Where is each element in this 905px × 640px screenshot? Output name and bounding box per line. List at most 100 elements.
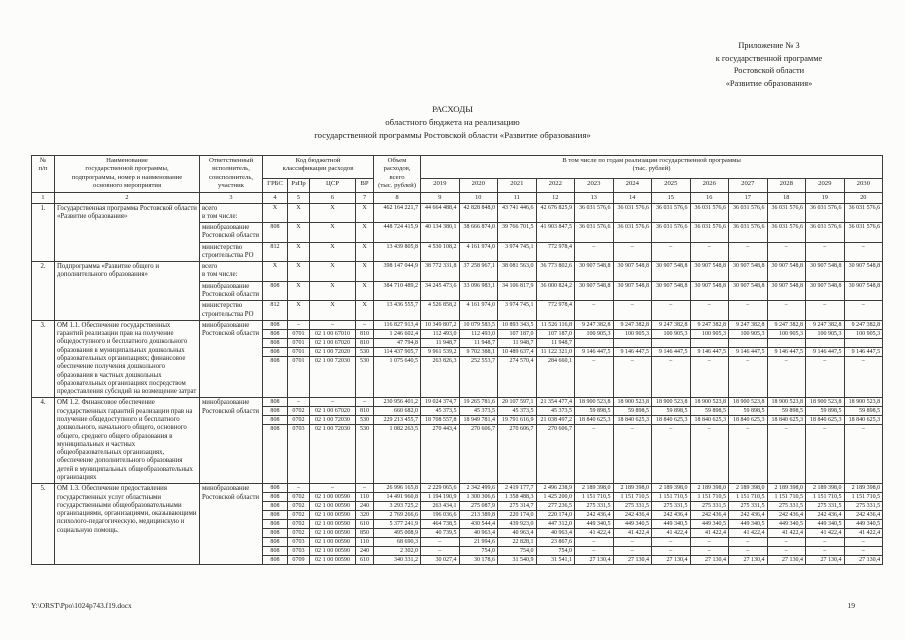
value-cell: – — [728, 300, 768, 321]
budget-code-cell: – — [354, 397, 375, 408]
value-cell: 2 342 499,6 — [458, 483, 499, 494]
executor-cell: минобразование Ростовской области — [199, 280, 263, 302]
budget-code-cell: 02 1 00 72020 — [309, 346, 356, 357]
value-cell: – — [574, 241, 614, 263]
column-number-cell: 7 — [354, 191, 375, 204]
value-cell: 59 898,5 — [805, 406, 845, 417]
budget-code-cell: 02 1 00 00590 — [309, 555, 356, 566]
budget-code-cell: 0703 — [287, 537, 310, 548]
value-cell: – — [574, 537, 614, 548]
value-cell: – — [766, 537, 807, 548]
value-cell: 449 340,5 — [766, 519, 807, 530]
value-cell: 20 107 597,1 — [497, 397, 537, 408]
value-cell: 196 036,6 — [420, 510, 460, 521]
value-cell: 2 229 065,6 — [420, 483, 460, 494]
value-cell: 263 434,1 — [420, 501, 460, 512]
value-cell: – — [612, 537, 653, 548]
budget-code-cell: X — [354, 300, 375, 321]
budget-code-cell: 808 — [262, 397, 288, 408]
value-cell: – — [843, 537, 884, 548]
code-col-header: РзПр — [287, 178, 310, 193]
header-row-subcolumns: ГРБС РзПр ЦСР ВР 2019 2020 2021 2022 2023 2024 202… — [32, 178, 884, 193]
value-cell: 38 081 563,0 — [497, 261, 537, 282]
value-cell: 23 867,6 — [535, 537, 576, 548]
value-cell: 1 075 640,5 — [373, 355, 422, 399]
value-cell: – — [574, 424, 614, 485]
value-cell: 9 247 382,8 — [766, 319, 807, 330]
value-cell: – — [612, 241, 653, 263]
table-row: 3. ОМ 1.1. Обеспечение государственных га… — [31, 319, 884, 399]
executor-cell: министерство строительства РО — [199, 300, 263, 321]
value-cell: 213 389,8 — [458, 510, 499, 521]
value-cell: – — [651, 355, 691, 399]
value-cell: 449 340,5 — [651, 519, 691, 530]
value-cell: 59 898,5 — [612, 406, 653, 417]
value-cell: 19 791 616,9 — [497, 415, 537, 426]
value-cell: 59 898,5 — [574, 406, 614, 417]
value-cell: 38 666 874,0 — [458, 222, 499, 243]
budget-code-cell: – — [354, 483, 375, 494]
value-cell: 9 146 447,5 — [651, 346, 691, 357]
budget-code-cell: 808 — [262, 328, 288, 339]
value-cell: 27 130,4 — [612, 555, 653, 566]
value-cell: – — [651, 546, 691, 557]
value-cell: 1 151 710,5 — [728, 492, 768, 503]
value-cell: 275 087,9 — [458, 501, 499, 512]
value-cell: 18 840 625,3 — [728, 415, 768, 426]
value-cell: 21 038 497,2 — [535, 415, 576, 426]
value-cell: 27 130,4 — [689, 555, 730, 566]
value-cell: 270 606,7 — [458, 424, 499, 485]
page-title: РАСХОДЫ областного бюджета на реализацию… — [0, 103, 905, 143]
value-cell: 220 174,0 — [497, 510, 537, 521]
program-name-cell: ОМ 1.1. Обеспечение государственных гара… — [54, 319, 200, 399]
budget-code-cell: 0702 — [287, 406, 310, 417]
value-cell: 37 258 967,1 — [458, 261, 499, 282]
value-cell: 100 905,3 — [612, 328, 653, 339]
value-cell: – — [805, 355, 845, 399]
value-cell: 464 738,5 — [420, 519, 460, 530]
value-cell: 3 293 725,2 — [373, 501, 422, 512]
value-cell: 1 151 710,5 — [651, 492, 691, 503]
value-cell: – — [766, 300, 807, 321]
budget-code-cell: 808 — [262, 510, 288, 521]
value-cell: 30 907 548,8 — [574, 261, 614, 282]
value-cell: 40 134 380,1 — [420, 222, 460, 243]
budget-code-cell: X — [287, 280, 310, 302]
year-header: 2029 — [805, 178, 845, 193]
value-cell: 275 331,5 — [843, 501, 884, 512]
program-name-cell: ОМ 1.2. Финансовое обеспечение государст… — [54, 397, 200, 485]
budget-code-cell: X — [309, 241, 356, 263]
value-cell: 18 840 625,3 — [805, 415, 845, 426]
value-cell: 2 189 398,0 — [612, 483, 653, 494]
column-number-cell: 18 — [766, 191, 807, 204]
budget-code-cell: 530 — [354, 355, 375, 399]
value-cell: 13 436 555,7 — [373, 300, 422, 321]
budget-code-cell: 02 1 00 00590 — [309, 510, 356, 521]
column-number-cell: 10 — [458, 191, 499, 204]
value-cell: 448 724 415,9 — [373, 222, 422, 243]
column-number-cell: 19 — [805, 191, 845, 204]
value-cell: 242 436,4 — [651, 510, 691, 521]
year-header: 2019 — [420, 178, 460, 193]
budget-code-cell: 808 — [262, 415, 288, 426]
title-line: областного бюджета на реализацию — [385, 117, 520, 128]
budget-code-cell: 530 — [354, 424, 375, 485]
value-cell: 1 082 263,5 — [373, 424, 422, 485]
title-line: государственной программы Ростовской обл… — [314, 130, 591, 141]
budget-code-cell: X — [262, 261, 288, 282]
value-cell: 27 130,4 — [574, 555, 614, 566]
value-cell: 100 905,3 — [689, 328, 730, 339]
value-cell: 449 340,5 — [574, 519, 614, 530]
budget-code-cell: 0701 — [287, 337, 310, 348]
code-col-header: ГРБС — [262, 178, 288, 193]
value-cell: – — [689, 300, 730, 321]
value-cell: 1 425 200,0 — [535, 492, 576, 503]
value-cell: 36 000 824,2 — [535, 280, 576, 302]
value-cell: – — [689, 537, 730, 548]
value-cell: 9 247 382,8 — [689, 319, 730, 330]
value-cell: 36 031 576,6 — [843, 222, 884, 243]
value-cell: 45 373,5 — [497, 406, 537, 417]
value-cell: 36 031 576,6 — [574, 202, 614, 224]
budget-code-cell: 810 — [354, 337, 375, 348]
